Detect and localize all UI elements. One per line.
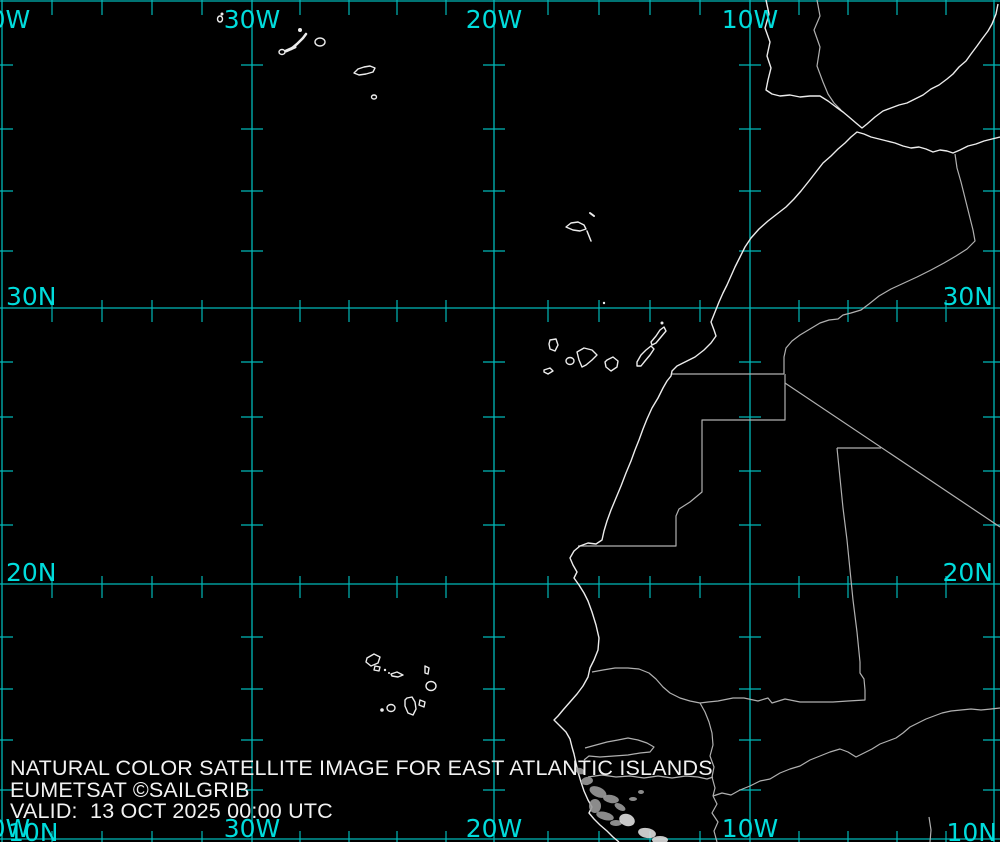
island-sal <box>424 665 430 675</box>
island-santa-maria <box>370 94 378 100</box>
cloud-patch <box>575 767 585 775</box>
mauritania-mali-border <box>699 447 866 704</box>
cloud-patch <box>589 786 607 798</box>
cloud-patch <box>581 776 593 786</box>
island-sao-nicolau <box>390 671 404 678</box>
cloud-patch <box>596 811 614 821</box>
iberia-coast <box>764 0 999 129</box>
island-branco <box>388 672 390 674</box>
label-10w-bottom: 10W <box>722 814 779 842</box>
cloud-patch <box>603 794 619 804</box>
cloud-patch <box>614 803 626 811</box>
cloud-patch <box>638 827 656 839</box>
senegal-mali-border <box>699 702 716 797</box>
island-fuerteventura <box>636 345 655 367</box>
label-40w-top: 40W <box>0 5 30 34</box>
island-madeira <box>565 221 587 232</box>
label-20n-left: 20N <box>6 558 57 587</box>
algeria-mauritania-border <box>784 382 1000 528</box>
label-10n-right: 10N <box>946 818 997 842</box>
island-tenerife <box>576 347 598 368</box>
island-la-graciosa <box>660 321 664 325</box>
island-flores <box>216 15 224 23</box>
caption-attribution: EUMETSAT ©SAILGRIB <box>10 778 250 802</box>
island-terceira <box>314 37 326 47</box>
island-maio <box>418 699 426 708</box>
label-10w-top: 10W <box>722 5 779 34</box>
label-30n-right: 30N <box>942 282 993 311</box>
guinea-border-south <box>711 795 719 842</box>
caption-title: NATURAL COLOR SATELLITE IMAGE FOR EAST A… <box>10 756 713 780</box>
label-30w-bottom: 30W <box>224 814 281 842</box>
island-santa-luzia <box>383 668 387 672</box>
label-40w-bottom: 40W <box>0 814 30 842</box>
morocco-algeria-border <box>783 153 976 374</box>
portugal-spain-border <box>813 0 842 111</box>
nw-africa-coast <box>553 131 1000 842</box>
label-30n-left: 30N <box>6 282 57 311</box>
island-fogo <box>386 703 396 713</box>
island-boa-vista <box>425 680 437 692</box>
cloud-patch <box>652 836 668 842</box>
caption-valid-time: VALID: 13 OCT 2025 00:00 UTC <box>10 799 333 823</box>
cloud-patch <box>589 799 601 813</box>
label-20w-bottom: 20W <box>466 814 523 842</box>
island-pico <box>284 45 297 53</box>
wsahara-east-border <box>578 374 786 547</box>
gambia-border <box>583 737 655 761</box>
island-graciosa <box>298 28 302 32</box>
cloud-patch <box>610 820 622 826</box>
senegal-mauritania-border <box>591 667 701 704</box>
island-la-gomera <box>565 356 575 366</box>
cloud-patch <box>638 790 644 794</box>
cloud-patch <box>629 797 637 801</box>
guinea-mali-border-south <box>928 816 932 842</box>
label-20n-right: 20N <box>942 558 993 587</box>
island-la-palma <box>548 338 559 352</box>
label-20w-top: 20W <box>466 5 523 34</box>
island-selvagens <box>602 301 606 305</box>
label-10n-left: 10N <box>8 818 59 842</box>
island-sao-miguel <box>353 65 376 76</box>
island-sao-vicente <box>373 665 381 672</box>
senegal-guineabissau-border <box>587 774 714 780</box>
island-santiago <box>404 696 417 716</box>
island-faial <box>278 48 286 56</box>
mali-guinea-border <box>712 707 1000 797</box>
island-el-hierro <box>543 367 554 375</box>
island-corvo <box>220 12 224 16</box>
island-desertas <box>586 230 592 242</box>
label-30w-top: 30W <box>224 5 281 34</box>
island-gran-canaria <box>604 356 619 372</box>
island-porto-santo <box>589 212 595 217</box>
island-santo-antao <box>365 653 381 667</box>
island-lanzarote <box>650 326 667 346</box>
cloud-patch <box>619 813 635 827</box>
island-brava <box>380 708 384 712</box>
